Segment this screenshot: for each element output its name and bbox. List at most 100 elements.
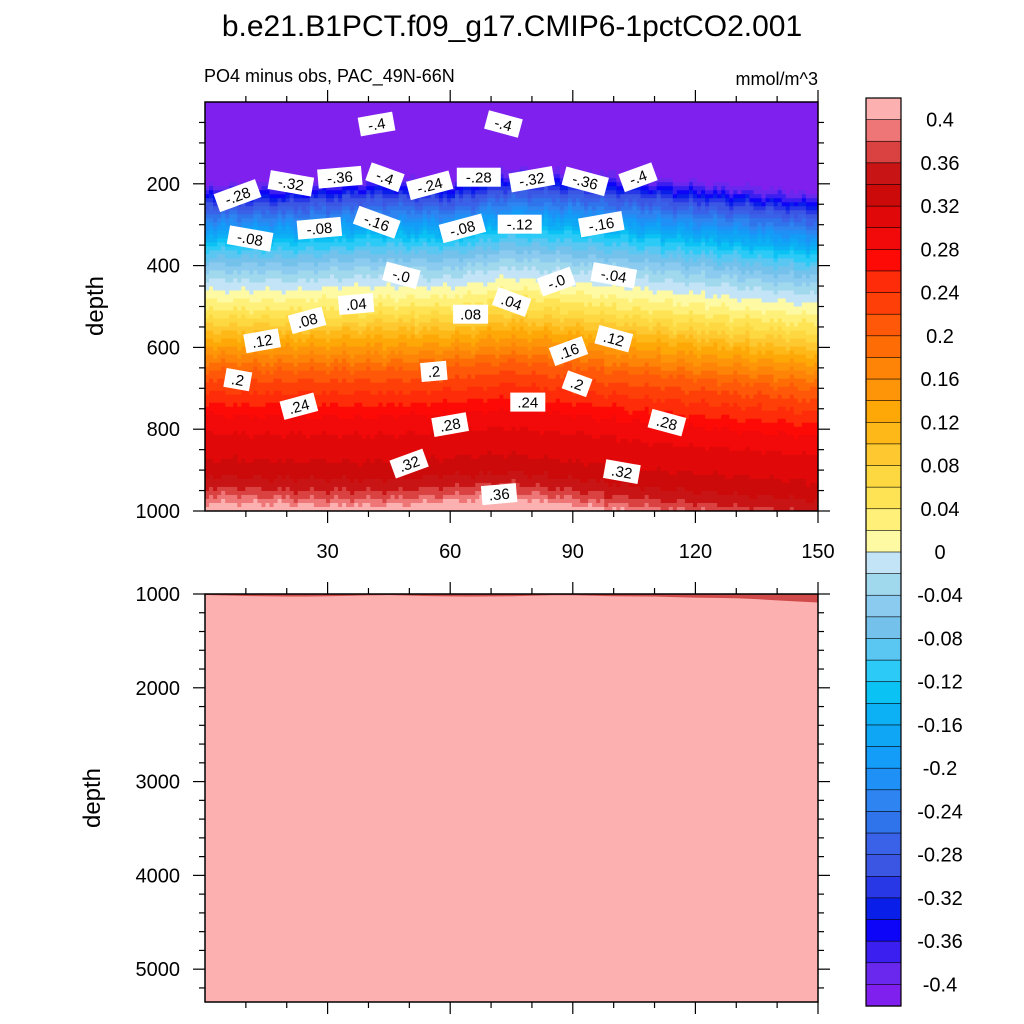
upper-field-cell <box>209 346 214 352</box>
upper-field-cell <box>386 406 392 412</box>
upper-field-cell <box>261 130 267 135</box>
upper-field-cell <box>398 114 404 119</box>
upper-field-cell <box>205 482 210 488</box>
upper-field-cell <box>293 462 299 468</box>
upper-field-cell <box>233 158 238 163</box>
upper-field-cell <box>366 138 371 143</box>
upper-field-cell <box>354 346 359 352</box>
upper-field-cell <box>350 118 355 123</box>
upper-field-cell <box>330 118 335 123</box>
upper-field-cell <box>305 154 311 159</box>
upper-field-cell <box>281 222 287 227</box>
upper-field-cell <box>221 326 226 332</box>
upper-field-cell <box>342 318 347 324</box>
upper-field-cell <box>225 330 230 336</box>
upper-field-cell <box>253 446 259 452</box>
upper-field-cell <box>350 418 355 424</box>
upper-field-cell <box>325 438 331 444</box>
upper-field-cell <box>289 506 295 511</box>
upper-field-cell <box>394 366 400 372</box>
upper-field-cell <box>338 286 343 292</box>
upper-field-cell <box>297 166 303 171</box>
upper-field-cell <box>301 462 307 468</box>
upper-field-cell <box>229 478 234 484</box>
upper-field-cell <box>362 478 367 484</box>
upper-field-cell <box>317 354 323 360</box>
upper-field-cell <box>217 162 222 167</box>
upper-field-cell <box>293 350 299 356</box>
upper-field-cell <box>390 198 396 203</box>
upper-field-cell <box>334 506 339 511</box>
upper-field-cell <box>217 122 222 127</box>
upper-field-cell <box>330 502 335 508</box>
upper-field-cell <box>257 498 263 504</box>
upper-field-cell <box>261 102 267 107</box>
upper-field-cell <box>241 314 246 320</box>
upper-field-cell <box>386 482 392 488</box>
upper-field-cell <box>249 482 254 488</box>
upper-field-cell <box>237 366 242 372</box>
upper-field-cell <box>297 202 303 207</box>
upper-field-cell <box>334 478 339 484</box>
upper-field-cell <box>225 278 230 284</box>
upper-field-cell <box>354 230 359 235</box>
upper-field-cell <box>285 210 291 215</box>
upper-field-cell <box>249 318 254 324</box>
upper-field-cell <box>338 438 343 444</box>
upper-field-cell <box>338 274 343 280</box>
upper-field-cell <box>366 462 371 468</box>
upper-field-cell <box>346 210 351 215</box>
upper-field-cell <box>374 254 380 259</box>
upper-field-cell <box>245 402 250 408</box>
upper-field-cell <box>245 254 250 259</box>
upper-field-cell <box>362 314 367 320</box>
upper-field-cell <box>245 166 250 171</box>
upper-field-cell <box>273 366 279 372</box>
upper-field-cell <box>346 430 351 436</box>
upper-field-cell <box>362 138 367 143</box>
upper-field-cell <box>205 106 210 111</box>
upper-field-cell <box>354 338 359 344</box>
upper-field-cell <box>394 106 400 111</box>
upper-field-cell <box>346 478 351 484</box>
upper-field-cell <box>309 326 315 332</box>
upper-field-cell <box>325 294 331 300</box>
upper-field-cell <box>297 290 303 296</box>
upper-field-cell <box>305 262 311 267</box>
upper-field-cell <box>394 242 400 247</box>
upper-field-cell <box>293 194 299 199</box>
upper-field-cell <box>301 370 307 376</box>
upper-field-cell <box>390 202 396 207</box>
upper-field-cell <box>297 142 303 147</box>
upper-field-cell <box>241 434 246 440</box>
upper-field-cell <box>277 394 283 400</box>
upper-field-cell <box>289 134 295 139</box>
upper-field-cell <box>277 438 283 444</box>
upper-field-cell <box>394 238 400 243</box>
upper-field-cell <box>313 254 319 259</box>
upper-field-cell <box>321 306 327 312</box>
upper-field-cell <box>229 354 234 360</box>
upper-field-cell <box>205 226 210 231</box>
upper-field-cell <box>374 274 380 280</box>
upper-field-cell <box>245 314 250 320</box>
upper-field-cell <box>273 198 279 203</box>
upper-field-cell <box>225 166 230 171</box>
upper-field-cell <box>301 446 307 452</box>
upper-field-cell <box>241 274 246 280</box>
upper-field-cell <box>293 494 299 500</box>
upper-field-cell <box>354 502 359 508</box>
upper-field-cell <box>273 454 279 460</box>
upper-field-cell <box>205 414 210 420</box>
upper-field-cell <box>378 374 384 380</box>
upper-field-cell <box>382 110 388 115</box>
upper-field-cell <box>261 262 267 267</box>
upper-field-cell <box>217 482 222 488</box>
upper-field-cell <box>354 442 359 448</box>
upper-field-cell <box>241 390 246 396</box>
upper-field-cell <box>390 334 396 340</box>
upper-field-cell <box>265 470 271 476</box>
upper-field-cell <box>241 330 246 336</box>
upper-field-cell <box>289 386 295 392</box>
upper-field-cell <box>330 466 335 472</box>
